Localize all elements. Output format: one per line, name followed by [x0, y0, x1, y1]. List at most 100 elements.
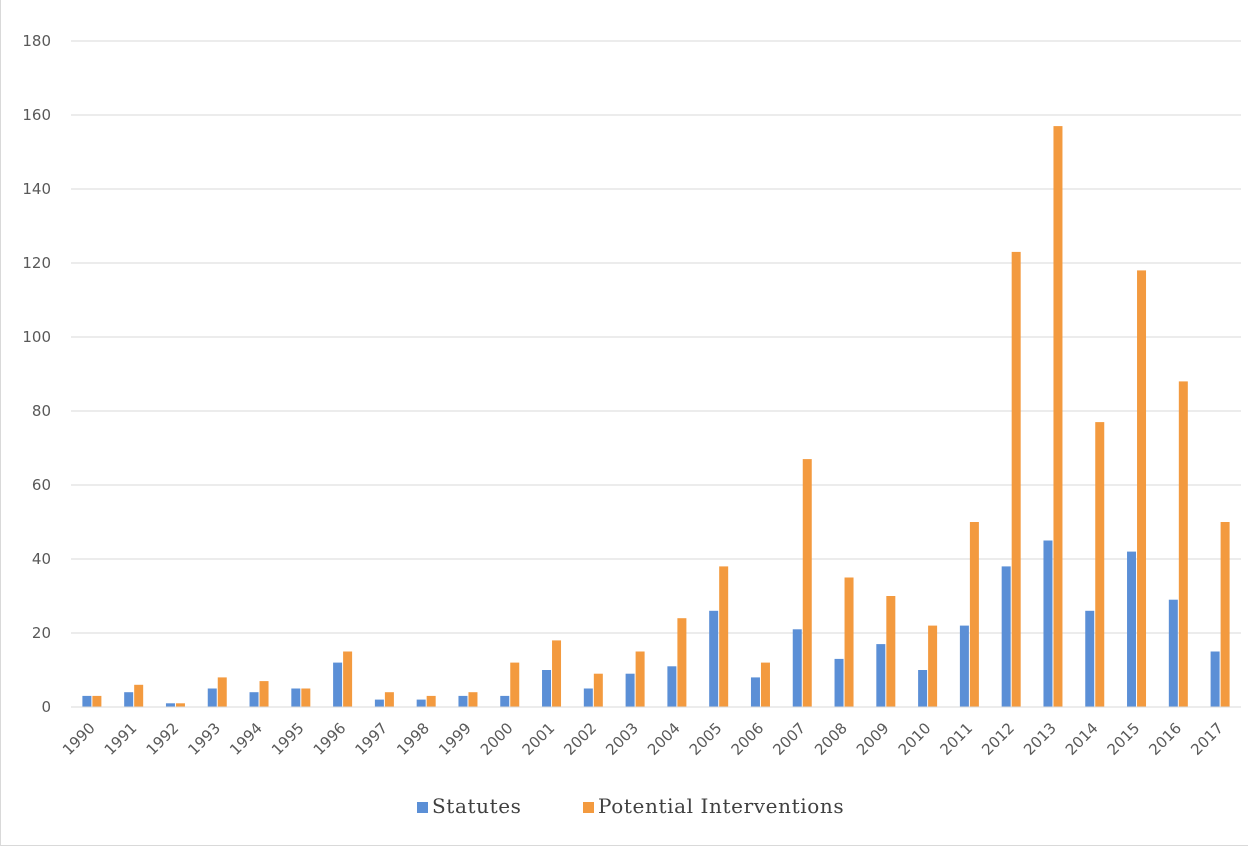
x-tick-label-2015: 2015 — [1104, 719, 1144, 759]
bar-potential-interventions-2003 — [635, 651, 645, 707]
bar-statutes-2016 — [1168, 599, 1178, 707]
bar-statutes-2013 — [1043, 540, 1053, 707]
x-tick-label-2007: 2007 — [769, 719, 809, 759]
x-tick-label-2012: 2012 — [978, 719, 1018, 759]
bar-statutes-1993 — [207, 688, 217, 707]
bar-potential-interventions-2014 — [1095, 422, 1105, 707]
y-tick-label-100: 100 — [22, 328, 51, 346]
bar-statutes-1998 — [416, 699, 426, 707]
bar-potential-interventions-1994 — [259, 681, 269, 707]
x-tick-label-2014: 2014 — [1062, 719, 1102, 759]
bar-statutes-1999 — [458, 695, 468, 707]
gridlines — [71, 40, 1241, 634]
y-tick-label-120: 120 — [22, 254, 51, 272]
bar-statutes-2000 — [500, 695, 510, 707]
legend-swatch-statutes — [417, 802, 428, 813]
bar-potential-interventions-2004 — [677, 618, 687, 707]
x-tick-label-1990: 1990 — [59, 719, 99, 759]
bar-potential-interventions-1999 — [468, 692, 478, 707]
bar-statutes-1994 — [249, 692, 259, 707]
x-tick-label-2006: 2006 — [728, 719, 768, 759]
bar-statutes-2004 — [667, 666, 677, 707]
bar-potential-interventions-2015 — [1137, 270, 1147, 707]
bar-potential-interventions-1990 — [92, 695, 102, 707]
bar-statutes-2005 — [709, 610, 719, 707]
bar-statutes-2010 — [918, 670, 928, 707]
x-tick-label-2001: 2001 — [519, 719, 559, 759]
bar-statutes-1995 — [291, 688, 301, 707]
x-tick-label-1998: 1998 — [393, 719, 433, 759]
bar-potential-interventions-1998 — [426, 695, 436, 707]
legend-label-statutes: Statutes — [432, 794, 522, 818]
x-tick-label-2008: 2008 — [811, 719, 851, 759]
x-tick-label-1991: 1991 — [101, 719, 141, 759]
x-tick-label-2005: 2005 — [686, 719, 726, 759]
bar-statutes-2003 — [625, 673, 635, 707]
x-tick-label-1994: 1994 — [226, 719, 266, 759]
y-tick-label-60: 60 — [32, 476, 51, 494]
x-tick-label-2002: 2002 — [560, 719, 600, 759]
bar-statutes-1996 — [333, 662, 343, 707]
y-tick-label-160: 160 — [22, 106, 51, 124]
bar-potential-interventions-1995 — [301, 688, 311, 707]
x-tick-label-1995: 1995 — [268, 719, 308, 759]
x-tick-label-2004: 2004 — [644, 719, 684, 759]
bar-potential-interventions-2005 — [719, 566, 729, 707]
bar-statutes-2006 — [750, 677, 760, 707]
bar-statutes-2002 — [583, 688, 593, 707]
x-tick-label-2010: 2010 — [895, 719, 935, 759]
bar-potential-interventions-2011 — [969, 522, 979, 707]
y-tick-label-40: 40 — [32, 550, 51, 568]
bar-statutes-2014 — [1085, 610, 1095, 707]
bar-potential-interventions-2013 — [1053, 126, 1063, 708]
x-tick-label-2017: 2017 — [1187, 719, 1227, 759]
bar-potential-interventions-2006 — [760, 662, 770, 707]
y-tick-label-180: 180 — [22, 32, 51, 50]
bar-statutes-2017 — [1210, 651, 1220, 707]
bars — [82, 126, 1230, 708]
bar-potential-interventions-2009 — [886, 596, 896, 707]
x-tick-label-1993: 1993 — [184, 719, 224, 759]
bar-potential-interventions-1992 — [175, 703, 185, 707]
x-axis-ticks: 1990 1991 1992 1993 1994 1995 1996 1997 1998 1999… — [59, 719, 1227, 759]
bar-statutes-2015 — [1127, 551, 1137, 707]
bar-statutes-1990 — [82, 695, 92, 707]
y-tick-label-0: 0 — [41, 698, 51, 716]
bar-potential-interventions-1993 — [217, 677, 227, 707]
legend-label-potential-interventions: Potential Interventions — [598, 794, 844, 818]
y-tick-label-20: 20 — [32, 624, 51, 642]
x-tick-label-2013: 2013 — [1020, 719, 1060, 759]
bar-potential-interventions-2002 — [593, 673, 603, 707]
bar-statutes-2007 — [792, 629, 802, 707]
legend-swatch-potential-interventions — [583, 802, 594, 813]
bar-statutes-2008 — [834, 658, 844, 707]
bar-statutes-2011 — [959, 625, 969, 707]
bar-potential-interventions-2001 — [552, 640, 562, 707]
x-tick-label-2011: 2011 — [936, 719, 976, 759]
bar-potential-interventions-2008 — [844, 577, 854, 707]
bar-potential-interventions-2012 — [1011, 251, 1021, 707]
bar-statutes-2012 — [1001, 566, 1011, 707]
y-tick-label-140: 140 — [22, 180, 51, 198]
bar-potential-interventions-2016 — [1178, 381, 1188, 707]
x-tick-label-2003: 2003 — [602, 719, 642, 759]
bar-potential-interventions-2010 — [928, 625, 938, 707]
bar-potential-interventions-2017 — [1220, 522, 1230, 707]
y-tick-label-80: 80 — [32, 402, 51, 420]
bar-statutes-2009 — [876, 644, 886, 707]
bar-statutes-2001 — [542, 670, 552, 707]
y-axis-ticks: 0 20 40 60 80 100 120 140 160 180 — [22, 32, 51, 716]
bar-potential-interventions-1997 — [384, 692, 394, 707]
x-tick-label-2009: 2009 — [853, 719, 893, 759]
x-tick-label-1996: 1996 — [310, 719, 350, 759]
bar-potential-interventions-2007 — [802, 459, 812, 707]
bar-potential-interventions-1991 — [134, 684, 144, 707]
x-tick-label-1997: 1997 — [351, 719, 391, 759]
bar-statutes-1991 — [124, 692, 134, 707]
bar-potential-interventions-1996 — [343, 651, 353, 707]
x-tick-label-2000: 2000 — [477, 719, 517, 759]
x-tick-label-2016: 2016 — [1145, 719, 1185, 759]
bar-statutes-1992 — [165, 703, 175, 707]
